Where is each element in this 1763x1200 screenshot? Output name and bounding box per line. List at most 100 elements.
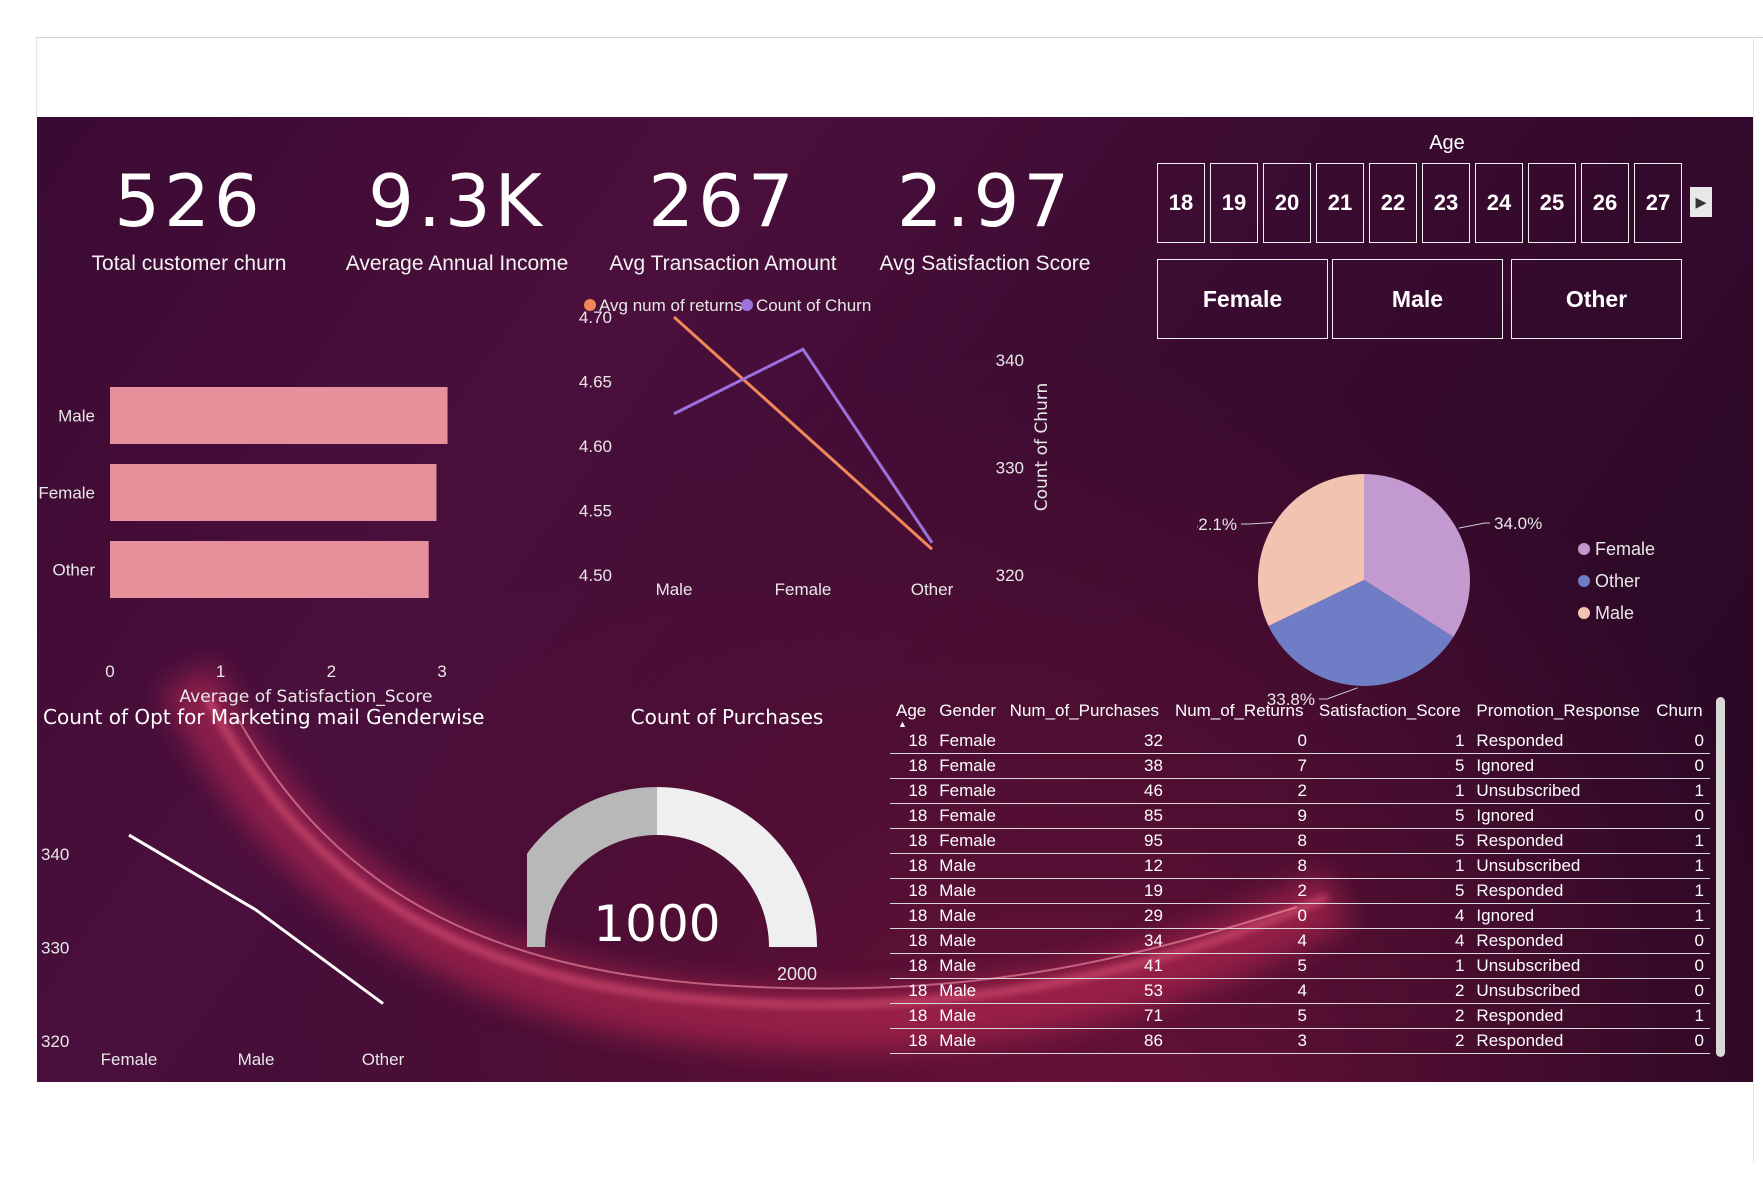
table-cell: 18 — [890, 803, 934, 829]
age-option-23[interactable]: 23 — [1422, 163, 1470, 243]
column-header-satisfaction-score[interactable]: Satisfaction_Score — [1318, 701, 1461, 720]
column-header-churn[interactable]: Churn — [1656, 701, 1703, 720]
bar-x-axis-title: Average of Satisfaction_Score — [180, 687, 433, 707]
table-cell: Unsubscribed — [1470, 778, 1651, 804]
gender-pie-chart[interactable]: 34.0% 33.8% 32.1% Female Other Male — [1197, 387, 1753, 827]
chevron-right-icon[interactable]: ▸ — [1690, 187, 1712, 217]
returns-churn-line-chart[interactable]: Avg num of returns Count of Churn 4.70 4.65… — [577, 297, 1197, 817]
table-cell: Responded — [1470, 729, 1651, 754]
table-body: 18 Female 32 0 1 Responded 0 18 Female 38 7 5 Ignore… — [890, 729, 1710, 1054]
table-row[interactable]: 18 Male 71 5 2 Responded 1 — [890, 1003, 1710, 1029]
purchases-gauge[interactable]: 100002000 — [527, 737, 887, 1037]
table-row[interactable]: 18 Male 12 8 1 Unsubscribed 1 — [890, 853, 1710, 879]
marketing-line-chart[interactable]: 340 330 320 Female Male Other — [37, 737, 517, 1082]
table-cell: 2 — [1312, 1003, 1471, 1029]
table-row[interactable]: 18 Male 19 2 5 Responded 1 — [890, 878, 1710, 904]
table-cell: 8 — [1168, 853, 1313, 879]
table-cell: 4 — [1312, 928, 1471, 954]
age-option-24[interactable]: 24 — [1475, 163, 1523, 243]
table-row[interactable]: 18 Female 38 7 5 Ignored 0 — [890, 753, 1710, 779]
gender-option-other[interactable]: Other — [1511, 259, 1682, 339]
marketing-category-label: Female — [101, 1050, 158, 1069]
table-row[interactable]: 18 Female 32 0 1 Responded 0 — [890, 729, 1710, 754]
table-cell: 32 — [1003, 729, 1169, 754]
column-header-gender[interactable]: Gender — [939, 701, 996, 720]
column-header-age[interactable]: Age ▲ — [896, 701, 927, 729]
table-cell: 2 — [1312, 978, 1471, 1004]
bar-x-tick: 1 — [216, 662, 225, 681]
left-y-tick: 4.70 — [579, 308, 612, 327]
kpi-transaction-value: 267 — [648, 159, 798, 243]
table-cell: 18 — [890, 903, 934, 929]
right-y-tick: 320 — [996, 566, 1024, 585]
table-cell: Female — [933, 828, 1004, 854]
table-cell: 1 — [1312, 853, 1471, 879]
table-row[interactable]: 18 Female 46 2 1 Unsubscribed 1 — [890, 778, 1710, 804]
table-cell: Female — [933, 778, 1004, 804]
table-cell: Responded — [1470, 1003, 1651, 1029]
table-cell: 86 — [1003, 1028, 1169, 1054]
left-y-tick: 4.50 — [579, 566, 612, 585]
kpi-satisfaction-label: Avg Satisfaction Score — [879, 252, 1091, 275]
table-scrollbar[interactable] — [1716, 697, 1725, 1057]
table-row[interactable]: 18 Male 29 0 4 Ignored 1 — [890, 903, 1710, 929]
pie-slice-other — [1268, 580, 1454, 686]
table-cell: 0 — [1650, 953, 1710, 979]
table-cell: 1 — [1312, 953, 1471, 979]
table-cell: Ignored — [1470, 903, 1651, 929]
age-option-19[interactable]: 19 — [1210, 163, 1258, 243]
table-cell: 1 — [1650, 853, 1710, 879]
table-cell: Male — [933, 978, 1004, 1004]
customer-data-table[interactable]: Age ▲ Gender Num_of_Purchases Num_of_Returns… — [890, 693, 1710, 1054]
marketing-y-tick: 340 — [41, 845, 69, 864]
table-cell: 0 — [1650, 753, 1710, 779]
column-header-num-of-returns[interactable]: Num_of_Returns — [1174, 701, 1304, 720]
gauge-value-label: 1000 — [593, 895, 720, 953]
age-option-21[interactable]: 21 — [1316, 163, 1364, 243]
table-cell: 5 — [1168, 953, 1313, 979]
line-series-returns — [672, 315, 934, 551]
table-cell: Unsubscribed — [1470, 953, 1651, 979]
table-cell: 5 — [1312, 753, 1471, 779]
table-cell: 7 — [1168, 753, 1313, 779]
table-cell: 18 — [890, 778, 934, 804]
age-option-18[interactable]: 18 — [1157, 163, 1205, 243]
table-cell: 71 — [1003, 1003, 1169, 1029]
age-option-27[interactable]: 27 — [1634, 163, 1682, 243]
left-y-tick: 4.55 — [579, 502, 612, 521]
table-row[interactable]: 18 Male 34 4 4 Responded 0 — [890, 928, 1710, 954]
table-cell: 46 — [1003, 778, 1169, 804]
table-cell: 0 — [1650, 729, 1710, 754]
table-row[interactable]: 18 Male 86 3 2 Responded 0 — [890, 1028, 1710, 1054]
pie-legend-dot — [1578, 543, 1590, 555]
table-cell: Responded — [1470, 1028, 1651, 1054]
table-cell: 38 — [1003, 753, 1169, 779]
age-option-20[interactable]: 20 — [1263, 163, 1311, 243]
pie-data-label: 34.0% — [1494, 514, 1542, 533]
table-row[interactable]: 18 Female 85 9 5 Ignored 0 — [890, 803, 1710, 829]
column-header-num-of-purchases[interactable]: Num_of_Purchases — [1009, 701, 1159, 720]
table-cell: 9 — [1168, 803, 1313, 829]
left-y-tick: 4.65 — [579, 373, 612, 392]
pie-legend-label: Male — [1595, 603, 1634, 623]
table-cell: 5 — [1168, 1003, 1313, 1029]
age-option-22[interactable]: 22 — [1369, 163, 1417, 243]
table-cell: 8 — [1168, 828, 1313, 854]
age-option-25[interactable]: 25 — [1528, 163, 1576, 243]
table-cell: 5 — [1312, 878, 1471, 904]
table-row[interactable]: 18 Male 53 4 2 Unsubscribed 0 — [890, 978, 1710, 1004]
bar-x-tick: 2 — [327, 662, 336, 681]
gender-option-male[interactable]: Male — [1332, 259, 1503, 339]
table-row[interactable]: 18 Female 95 8 5 Responded 1 — [890, 828, 1710, 854]
age-option-26[interactable]: 26 — [1581, 163, 1629, 243]
table-cell: 2 — [1312, 1028, 1471, 1054]
table-cell: 18 — [890, 878, 934, 904]
table-cell: 34 — [1003, 928, 1169, 954]
pie-data-label: 33.8% — [1267, 690, 1315, 709]
gender-option-female[interactable]: Female — [1157, 259, 1328, 339]
column-header-promotion-response[interactable]: Promotion_Response — [1476, 701, 1640, 720]
table-row[interactable]: 18 Male 41 5 1 Unsubscribed 0 — [890, 953, 1710, 979]
right-y-tick: 340 — [996, 351, 1024, 370]
table-cell: 12 — [1003, 853, 1169, 879]
